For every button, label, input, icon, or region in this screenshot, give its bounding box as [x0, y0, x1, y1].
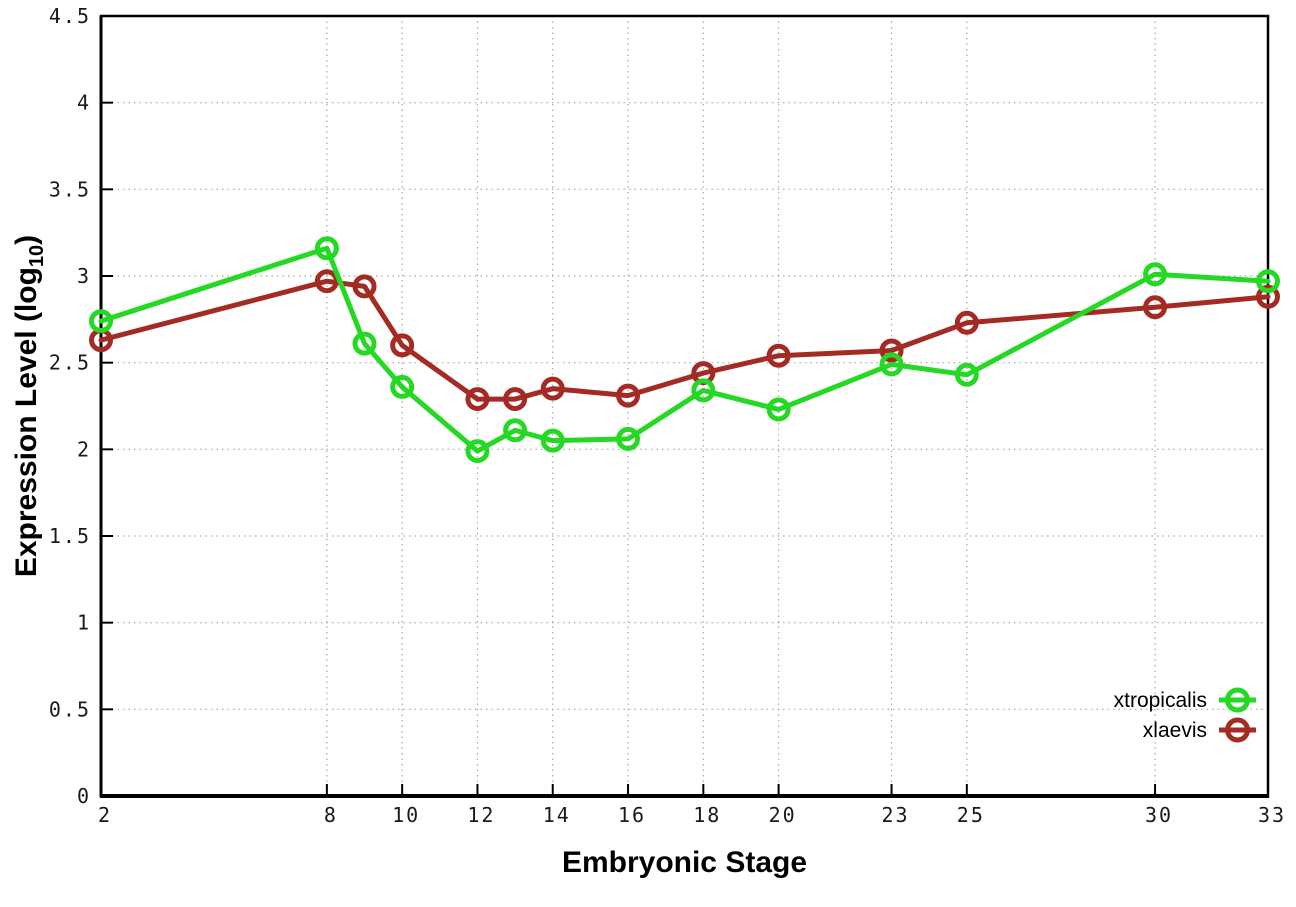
data-point-xlaevis-20 — [766, 343, 791, 368]
data-point-xtropicalis-13 — [503, 418, 528, 443]
data-point-xlaevis-16 — [616, 383, 641, 408]
legend: xtropicalis xlaevis — [1114, 687, 1256, 743]
data-point-xtropicalis-30 — [1143, 262, 1168, 287]
data-point-xtropicalis-33 — [1256, 269, 1280, 294]
x-tick-label-18: 18 — [693, 803, 721, 827]
x-tick-label-20: 20 — [769, 803, 797, 827]
data-point-xlaevis-9 — [352, 274, 377, 299]
data-point-xlaevis-8 — [314, 269, 339, 294]
x-axis-title: Embryonic Stage — [562, 846, 807, 879]
y-tick-label-1.5: 1.5 — [49, 524, 91, 548]
x-tick-label-16: 16 — [618, 803, 646, 827]
data-point-xtropicalis-18 — [691, 378, 716, 403]
y-tick-label-3.5: 3.5 — [49, 177, 91, 201]
x-tick-label-23: 23 — [882, 803, 910, 827]
series-line-xtropicalis — [98, 245, 1271, 454]
data-point-xlaevis-33 — [1256, 284, 1280, 309]
x-tick-label-10: 10 — [392, 803, 420, 827]
data-point-xtropicalis-10 — [390, 374, 415, 399]
y-axis-title: Expression Level (log10) — [10, 235, 48, 577]
x-tick-label-2: 2 — [98, 803, 112, 827]
data-point-xlaevis-10 — [390, 333, 415, 358]
data-point-xtropicalis-14 — [540, 428, 565, 453]
data-point-xlaevis-12 — [465, 387, 490, 412]
data-point-xlaevis-14 — [540, 376, 565, 401]
plot-border — [99, 14, 1270, 798]
y-tick-label-2: 2 — [77, 437, 91, 461]
y-tick-label-4: 4 — [77, 91, 91, 115]
data-point-xtropicalis-16 — [616, 426, 641, 451]
data-point-xtropicalis-8 — [314, 236, 339, 261]
data-point-xtropicalis-20 — [766, 397, 791, 422]
tick-marks — [100, 15, 1269, 797]
data-point-xlaevis-23 — [879, 338, 904, 363]
gridlines — [101, 16, 1268, 796]
x-tick-label-30: 30 — [1145, 803, 1173, 827]
legend-marker-xlaevis — [1225, 717, 1250, 743]
legend-marker-xtropicalis — [1225, 687, 1250, 713]
x-tick-label-25: 25 — [957, 803, 985, 827]
y-tick-label-2.5: 2.5 — [49, 351, 91, 375]
y-tick-label-3: 3 — [77, 264, 91, 288]
x-tick-label-8: 8 — [324, 803, 338, 827]
data-point-xtropicalis-12 — [465, 439, 490, 464]
data-point-xtropicalis-9 — [352, 331, 377, 356]
y-tick-label-4.5: 4.5 — [49, 4, 91, 28]
series-xlaevis — [89, 269, 1280, 412]
y-tick-label-1: 1 — [77, 611, 91, 635]
y-tick-label-0.5: 0.5 — [49, 697, 91, 721]
data-point-xtropicalis-2 — [89, 309, 113, 334]
series-line-xlaevis — [98, 278, 1271, 402]
legend-label-xtropicalis: xtropicalis — [1114, 689, 1207, 712]
data-point-xtropicalis-23 — [879, 352, 904, 377]
legend-label-xlaevis: xlaevis — [1143, 719, 1207, 742]
x-tick-label-33: 33 — [1258, 803, 1286, 827]
data-point-xlaevis-13 — [503, 387, 528, 412]
data-point-xlaevis-25 — [954, 310, 979, 335]
x-tick-label-12: 12 — [467, 803, 495, 827]
y-tick-label-0: 0 — [77, 784, 91, 808]
data-point-xtropicalis-25 — [954, 362, 979, 387]
data-point-xlaevis-30 — [1143, 295, 1168, 320]
x-tick-label-14: 14 — [543, 803, 571, 827]
series-xtropicalis — [89, 236, 1280, 464]
